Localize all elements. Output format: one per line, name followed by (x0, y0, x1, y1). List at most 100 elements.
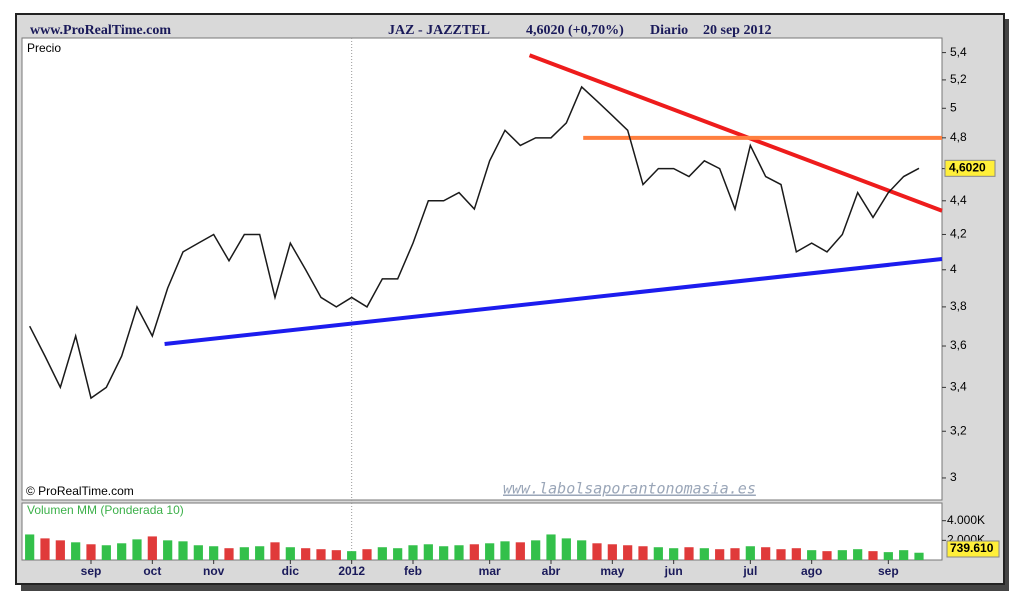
quote: 4,6020 (+0,70%) (526, 23, 624, 38)
volume-title: Volumen MM (Ponderada 10) (27, 503, 184, 517)
volume-bar (761, 547, 771, 560)
x-tick-label: sep (878, 564, 899, 578)
x-tick-label: abr (542, 564, 561, 578)
volume-bar (592, 543, 602, 560)
volume-bar (715, 549, 725, 560)
trend-line (528, 53, 943, 213)
y-tick-label: 3,2 (950, 423, 967, 437)
volume-bar (285, 547, 295, 560)
volume-bar (730, 548, 740, 560)
period: Diario (650, 23, 688, 38)
volume-bar (577, 540, 587, 560)
ticker: JAZ - JAZZTEL (388, 23, 490, 38)
volume-bar (807, 550, 817, 560)
volume-bar (899, 550, 909, 560)
volume-bar (485, 543, 495, 560)
volume-bar (393, 548, 403, 560)
volume-bar (408, 545, 418, 560)
x-tick-label: jun (664, 564, 683, 578)
x-tick-label: oct (143, 564, 161, 578)
y-tick-label: 4.000K (947, 513, 985, 527)
y-tick-label: 3 (950, 470, 957, 484)
volume-bar (147, 536, 157, 560)
y-tick-label: 5 (950, 100, 957, 114)
volume-bar (791, 548, 801, 560)
volume-bar (853, 549, 863, 560)
volume-bar (316, 549, 326, 560)
volume-bar (193, 545, 203, 560)
y-tick-label: 4,8 (950, 130, 967, 144)
volume-bar (270, 542, 280, 560)
volume-bar (86, 544, 96, 560)
last-volume-label: 739.610 (950, 541, 994, 555)
price-title: Precio (27, 41, 61, 55)
volume-bar (25, 534, 35, 560)
volume-bar (331, 550, 341, 560)
volume-bar (178, 541, 188, 560)
y-tick-label: 4,4 (950, 193, 967, 207)
volume-bar (423, 544, 433, 560)
volume-bar (347, 551, 357, 560)
trend-line (164, 257, 943, 346)
volume-bar (914, 552, 924, 560)
x-tick-label: dic (282, 564, 300, 578)
x-tick-label: feb (404, 564, 422, 578)
volume-bar (377, 547, 387, 560)
volume-bar (745, 546, 755, 560)
volume-bar (607, 544, 617, 560)
y-tick-label: 4 (950, 262, 957, 276)
volume-bar (638, 546, 648, 560)
site: www.ProRealTime.com (30, 23, 171, 38)
y-tick-label: 5,2 (950, 72, 967, 86)
volume-bar (531, 540, 541, 560)
volume-bar (301, 548, 311, 560)
last-price-box (944, 159, 996, 177)
volume-bar (71, 542, 81, 560)
volume-bar (868, 551, 878, 560)
volume-bar (163, 540, 173, 560)
x-tick-label: nov (203, 564, 225, 578)
volume-bar (55, 540, 65, 560)
volume-bar (822, 551, 832, 560)
volume-bar (669, 548, 679, 560)
volume-bar (117, 543, 127, 560)
volume-bar (132, 539, 142, 560)
volume-bar (454, 545, 464, 560)
volume-bar (883, 552, 893, 560)
volume-bar (684, 547, 694, 560)
y-tick-label: 3,6 (950, 338, 967, 352)
x-tick-label: jul (742, 564, 757, 578)
price-line (28, 85, 920, 400)
last-volume-box (946, 540, 1000, 558)
x-tick-label: 2012 (338, 564, 365, 578)
volume-bar (500, 541, 510, 560)
volume-bar (515, 542, 525, 560)
volume-bar (239, 547, 249, 560)
y-tick-label: 5,4 (950, 45, 967, 59)
volume-bar (623, 545, 633, 560)
volume-panel (21, 502, 943, 561)
x-tick-label: mar (479, 564, 501, 578)
volume-bar (255, 546, 265, 560)
x-tick-label: may (600, 564, 624, 578)
volume-bar (561, 538, 571, 560)
volume-bar (699, 548, 709, 560)
date: 20 sep 2012 (703, 23, 771, 38)
price-panel (21, 37, 943, 501)
volume-bar (653, 547, 663, 560)
x-tick-label: sep (81, 564, 102, 578)
y-tick-label: 3,4 (950, 380, 967, 394)
y-tick-label: 4,2 (950, 227, 967, 241)
volume-bar (776, 549, 786, 560)
last-price-label: 4,6020 (949, 160, 986, 174)
copyright: © ProRealTime.com (26, 484, 134, 498)
volume-bar (469, 544, 479, 560)
volume-bar (546, 534, 556, 560)
volume-bar (224, 548, 234, 560)
volume-bar (101, 545, 111, 560)
volume-bar (362, 549, 372, 560)
y-tick-label: 3,8 (950, 299, 967, 313)
volume-bar (40, 538, 50, 560)
